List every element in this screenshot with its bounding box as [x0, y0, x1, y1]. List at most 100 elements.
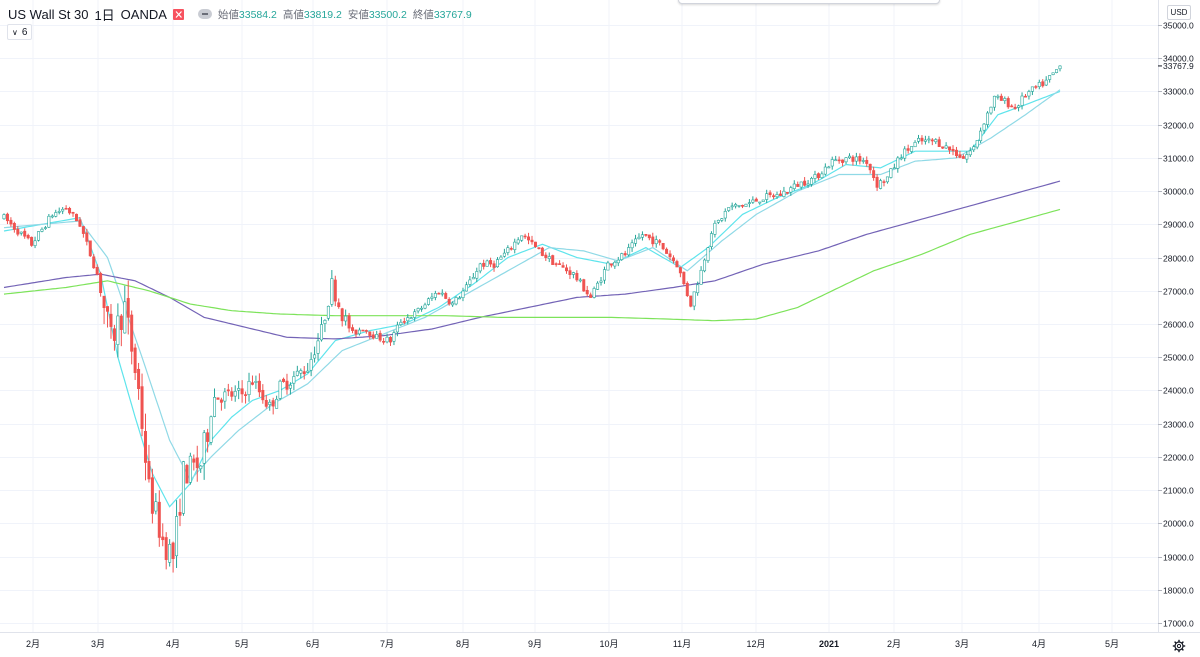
candle	[306, 362, 310, 373]
candle-body	[578, 279, 582, 282]
candle-body	[471, 277, 475, 280]
candle	[361, 329, 365, 332]
candle-body	[903, 148, 907, 159]
candle-body	[592, 288, 596, 298]
candle-body	[23, 230, 27, 237]
candle-body	[423, 304, 427, 309]
candle-body	[837, 159, 841, 162]
candle-body	[285, 380, 289, 390]
candle	[999, 93, 1003, 101]
candle	[923, 135, 927, 145]
candle	[119, 313, 123, 347]
candle	[192, 454, 196, 471]
candle-body	[192, 458, 196, 463]
indicators-toggle[interactable]: ∨ 6	[7, 24, 33, 40]
top-toolbar-handle[interactable]	[678, 0, 940, 4]
candle	[126, 280, 130, 335]
candle	[1051, 72, 1055, 76]
candle	[499, 255, 503, 260]
candle	[344, 309, 348, 326]
candle-body	[875, 176, 879, 188]
candle-body	[106, 306, 110, 312]
candle-body	[927, 138, 931, 141]
interval-label[interactable]: 1日	[94, 7, 115, 23]
time-tick-label: 5月	[235, 639, 249, 649]
candle	[530, 235, 534, 245]
candle	[409, 316, 413, 319]
candle-body	[520, 235, 524, 241]
candle-body	[968, 150, 972, 156]
candle-body	[709, 233, 713, 247]
candle-body	[565, 267, 569, 272]
candle-body	[278, 380, 282, 399]
candle-body	[116, 315, 120, 345]
candle-body	[665, 248, 669, 254]
candle-body	[295, 370, 299, 376]
candle	[834, 155, 838, 162]
price-tick-label: 19000.0	[1163, 553, 1194, 563]
price-tag-label: 33767.9	[1163, 61, 1194, 71]
candle-body	[951, 148, 955, 152]
candle	[313, 346, 317, 363]
candle-body	[399, 321, 403, 325]
flag-icon[interactable]	[172, 8, 184, 20]
candle	[354, 329, 358, 338]
candle	[837, 156, 841, 164]
candle-body	[582, 279, 586, 292]
time-tick-label: 4月	[166, 639, 180, 649]
candle-body	[575, 272, 579, 281]
candle-body	[168, 544, 172, 563]
candle-body	[199, 465, 203, 470]
candle-body	[123, 301, 127, 334]
collapse-legend-icon[interactable]	[197, 9, 212, 19]
price-tick-label: 35000.0	[1163, 21, 1194, 31]
candle-body	[527, 236, 531, 241]
price-axis[interactable]: 17000.0 18000.0 19000.0 20000.0 21000.0 22000…	[1158, 21, 1194, 629]
candle-body	[1023, 95, 1027, 98]
candle-body	[602, 269, 606, 281]
candle	[709, 231, 713, 250]
candle-body	[413, 311, 417, 318]
time-tick-label: 7月	[380, 639, 394, 649]
candle	[116, 303, 120, 358]
candle	[847, 153, 851, 159]
candle-body	[509, 248, 513, 250]
candle	[682, 271, 686, 286]
candle-body	[910, 146, 914, 152]
candle	[540, 246, 544, 257]
candle	[972, 144, 976, 153]
candle-body	[799, 181, 803, 188]
candle	[9, 217, 13, 227]
candle-body	[302, 371, 306, 375]
candle-body	[257, 380, 261, 393]
candle-body	[375, 334, 379, 339]
price-tick-label: 27000.0	[1163, 287, 1194, 297]
candle	[437, 292, 441, 295]
low-value: 33500.2	[368, 8, 407, 21]
candle	[882, 179, 886, 187]
candle	[772, 193, 776, 200]
candle-body	[357, 329, 361, 335]
candle	[371, 331, 375, 340]
gear-icon[interactable]	[1172, 639, 1186, 653]
candle	[996, 94, 1000, 100]
candle	[161, 523, 165, 547]
candle-body	[606, 262, 610, 271]
candle	[423, 302, 427, 310]
time-axis[interactable]: 2月 3月 4月 5月 6月 7月 8月 9月 10月 11月 12月 2021 2月 3月 4月 5月	[26, 639, 1119, 649]
currency-badge[interactable]: USD	[1167, 5, 1191, 20]
candle	[74, 213, 78, 222]
symbol-name[interactable]: US Wall St 30	[8, 6, 89, 22]
candle	[533, 241, 537, 248]
candle	[668, 250, 672, 261]
indicator-count: 6	[21, 26, 28, 38]
candle	[464, 281, 468, 292]
candle-body	[157, 501, 161, 538]
candle	[78, 217, 82, 228]
candle	[12, 221, 16, 233]
candle-body	[50, 215, 54, 218]
candle-body	[589, 294, 593, 298]
candle-body	[244, 394, 248, 396]
candle-body	[727, 207, 731, 211]
